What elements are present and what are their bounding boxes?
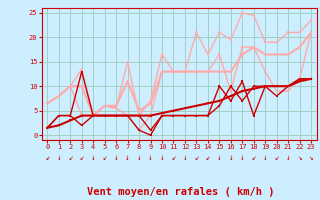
Text: ↓: ↓: [183, 154, 187, 162]
Text: ↙: ↙: [252, 154, 256, 162]
Text: ↙: ↙: [102, 154, 107, 162]
Text: ↓: ↓: [125, 154, 130, 162]
Text: ↙: ↙: [79, 154, 84, 162]
Text: ↙: ↙: [171, 154, 176, 162]
Text: ↓: ↓: [263, 154, 268, 162]
Text: ↓: ↓: [137, 154, 141, 162]
Text: ↓: ↓: [91, 154, 95, 162]
Text: ↘: ↘: [309, 154, 313, 162]
Text: ↘: ↘: [297, 154, 302, 162]
Text: ↓: ↓: [286, 154, 291, 162]
Text: ↙: ↙: [45, 154, 50, 162]
Text: ↙: ↙: [194, 154, 199, 162]
Text: ↙: ↙: [205, 154, 210, 162]
Text: ↓: ↓: [160, 154, 164, 162]
Text: ↓: ↓: [57, 154, 61, 162]
Text: ↙: ↙: [274, 154, 279, 162]
Text: ↓: ↓: [217, 154, 222, 162]
Text: ↓: ↓: [114, 154, 118, 162]
Text: ↙: ↙: [68, 154, 73, 162]
Text: ↓: ↓: [240, 154, 244, 162]
Text: ↓: ↓: [228, 154, 233, 162]
Text: Vent moyen/en rafales ( km/h ): Vent moyen/en rafales ( km/h ): [87, 187, 275, 197]
Text: ↓: ↓: [148, 154, 153, 162]
